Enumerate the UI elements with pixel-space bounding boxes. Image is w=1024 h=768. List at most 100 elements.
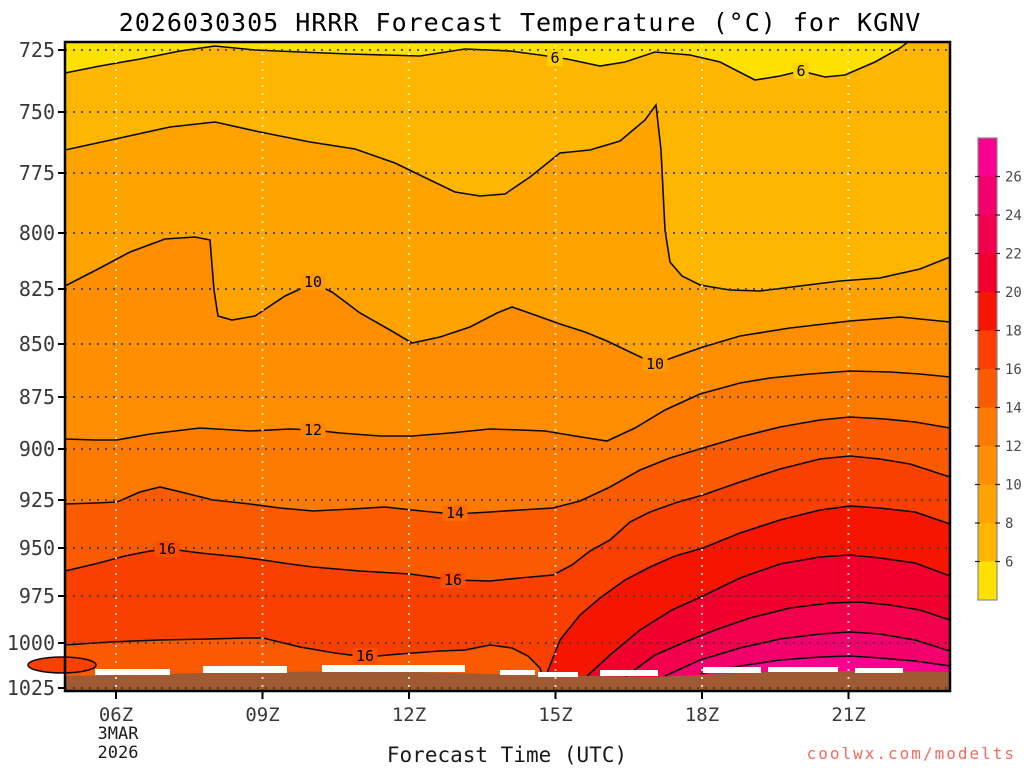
- contour-label-bg: [642, 356, 668, 372]
- snow-patch: [95, 669, 170, 675]
- y-tick-label: 875: [19, 385, 55, 409]
- y-tick-label: 900: [19, 437, 55, 461]
- contour-line-20: [584, 554, 951, 679]
- contour-label-bg: [440, 572, 466, 588]
- date-label-line2: 2026: [98, 743, 139, 763]
- colorbar-tick-label: 12: [1005, 439, 1022, 455]
- contour-line-24: [664, 631, 951, 677]
- contour-line-22: [624, 601, 951, 678]
- colorbar-segment: [978, 176, 997, 216]
- colorbar-segment: [978, 369, 997, 408]
- colorbar-segment: [978, 446, 997, 485]
- contour-line-10: [64, 236, 951, 365]
- colorbar-tick-label: 20: [1005, 285, 1022, 301]
- contour-label: 10: [646, 355, 664, 373]
- contour-line-18: [544, 505, 951, 679]
- contour-line-16: [64, 455, 951, 582]
- colorbar-tick-label: 6: [1005, 555, 1013, 571]
- colorbar-segment: [978, 561, 997, 601]
- colorbar-tick-label: 10: [1005, 478, 1022, 494]
- contour-label-bg: [154, 541, 180, 557]
- band-6-8: [65, 42, 950, 291]
- snow-patch: [203, 666, 287, 673]
- colorbar-segment: [978, 330, 997, 370]
- y-tick-label: 750: [19, 100, 55, 124]
- contour-label: 14: [446, 504, 464, 522]
- contour-labels: 6 6 10 10 12 14 16 16 16: [154, 49, 809, 665]
- snow-patch: [322, 665, 465, 672]
- colorbar-tick-label: 8: [1005, 516, 1013, 532]
- colorbar-tick-label: 14: [1005, 401, 1022, 417]
- y-tick-label: 800: [19, 221, 55, 245]
- contour-line-26: [699, 655, 951, 675]
- contour-bands: [27, 42, 950, 691]
- snow-patch: [855, 668, 903, 673]
- contour-label-bg: [300, 422, 326, 438]
- x-tick-label: 15Z: [538, 704, 572, 726]
- snow-patch: [538, 672, 578, 677]
- y-tick-label: 925: [19, 488, 55, 512]
- surface-warm-blob: [27, 656, 97, 674]
- band-12-14: [65, 371, 950, 514]
- band-10-12: [65, 237, 950, 441]
- colorbar-segment: [978, 523, 997, 562]
- y-tick-label: 850: [19, 332, 55, 356]
- contour-label-bg: [793, 63, 809, 79]
- colorbar-segment: [978, 407, 997, 447]
- x-tick-label: 21Z: [831, 704, 865, 726]
- contour-label-bg: [442, 505, 468, 521]
- colorbar-segment: [978, 292, 997, 331]
- colorbar-tick-label: 18: [1005, 324, 1022, 340]
- terrain-layer: [65, 665, 950, 691]
- colorbar-segment: [978, 215, 997, 254]
- band-<6: [65, 42, 950, 80]
- gridlines: [65, 45, 950, 690]
- contour-label: 16: [444, 571, 462, 589]
- contour-label: 10: [304, 273, 322, 291]
- colorbar-tick-label: 16: [1005, 362, 1022, 378]
- contour-label-bg: [547, 50, 563, 66]
- x-axis-title: Forecast Time (UTC): [387, 743, 627, 767]
- contour-label: 6: [550, 49, 559, 67]
- y-tick-label: 950: [19, 536, 55, 560]
- contour-label-bg: [352, 648, 378, 664]
- colorbar-segment: [978, 253, 997, 293]
- axes: 7257507758008258508759009259509751000102…: [7, 38, 952, 726]
- colorbar-tick-label: 24: [1005, 208, 1022, 224]
- terrain-surface: [65, 671, 950, 691]
- x-tick-label: 09Z: [245, 704, 279, 726]
- colorbar-segment: [978, 138, 997, 177]
- snow-patch: [500, 670, 535, 675]
- plot-layers: 6 6 10 10 12 14 16 16 16 725 750 775 800 825 850 875 900…: [7, 38, 1022, 726]
- colorbar-segment: [978, 484, 997, 524]
- plot-border: [63, 40, 952, 693]
- contour-label: 16: [158, 540, 176, 558]
- y-tick-label: 1025: [7, 676, 55, 700]
- contour-label: 12: [304, 421, 322, 439]
- band-14-16: [65, 417, 950, 581]
- colorbar-tick-label: 26: [1005, 170, 1022, 186]
- snow-patch: [768, 667, 838, 672]
- y-tick-label: 725: [19, 38, 55, 62]
- x-tick-label: 18Z: [685, 704, 719, 726]
- colorbar: 26 24 22 20 18 16 14 12 10 8 6: [975, 137, 1022, 601]
- contour-line-8: [64, 102, 951, 292]
- contour-line-6: [64, 41, 950, 81]
- contour-label: 16: [356, 647, 374, 665]
- contour-label: 6: [796, 62, 805, 80]
- band-8-10: [65, 105, 950, 364]
- contour-label-bg: [300, 274, 326, 290]
- contour-lines: [64, 41, 951, 679]
- x-tick-label: 12Z: [392, 704, 426, 726]
- watermark: coolwx.com/modelts: [807, 744, 1016, 763]
- y-tick-label: 825: [19, 277, 55, 301]
- contour-line-12: [64, 370, 951, 442]
- y-tick-label: 775: [19, 161, 55, 185]
- colorbar-tick-label: 22: [1005, 247, 1022, 263]
- snow-patch: [703, 667, 761, 673]
- y-tick-label: 1000: [7, 631, 55, 655]
- date-label-line1: 3MAR: [98, 724, 140, 744]
- x-tick-label: 06Z: [99, 704, 133, 726]
